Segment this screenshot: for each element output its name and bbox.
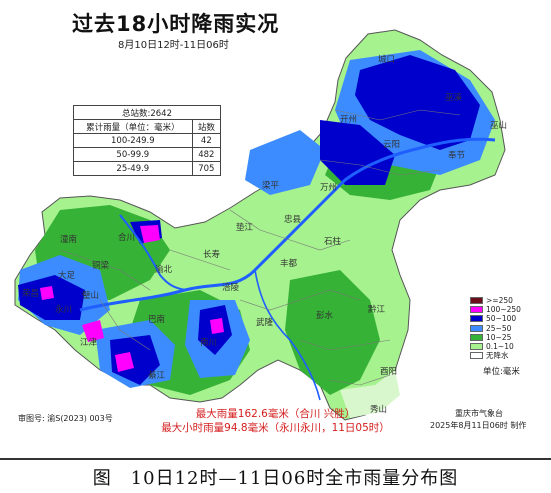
map-title: 过去18小时降雨实况 — [72, 12, 280, 36]
station-stats-table: 总站数:2642 累计雨量（单位：毫米） 站数 100-249.9 42 50-… — [73, 105, 222, 176]
legend-item: 25~50 — [470, 324, 521, 333]
place-label: 璧山 — [82, 290, 99, 301]
legend-item: 100~250 — [470, 305, 521, 314]
legend-item: 50~100 — [470, 314, 521, 323]
total-stations: 总站数:2642 — [73, 105, 221, 120]
rain-10-25 — [285, 270, 380, 395]
rain-25-50 — [245, 130, 325, 195]
table-row: 50-99.9 482 — [73, 147, 222, 162]
legend-label: 10~25 — [486, 332, 512, 342]
place-label: 铜梁 — [92, 260, 110, 271]
legend-item: 0.1~10 — [470, 342, 521, 351]
place-label: 石柱 — [324, 236, 342, 247]
count-cell: 482 — [191, 147, 222, 162]
table-row: 25-49.9 705 — [73, 161, 222, 176]
rainfall-map: 城口 巫溪 开州 云阳 奉节 巫山 万州 梁平 垫江 忠县 石柱 长寿 丰都 涪… — [14, 29, 507, 421]
place-label: 彭水 — [316, 310, 334, 321]
legend-unit: 单位:毫米 — [483, 367, 520, 377]
place-label: 忠县 — [284, 215, 302, 225]
place-label: 丰都 — [280, 258, 298, 269]
district-boundaries — [59, 109, 461, 386]
issuer: 重庆市气象台 — [455, 409, 503, 418]
place-label: 南川 — [200, 337, 217, 348]
wujiang-river — [254, 269, 321, 401]
range-cell: 50-99.9 — [73, 147, 193, 162]
legend-swatch — [470, 352, 483, 360]
legend-label: 无降水 — [486, 351, 509, 361]
legend-label: 25~50 — [486, 323, 512, 333]
place-label: 渝北 — [155, 264, 173, 275]
legend-label: >=250 — [486, 296, 513, 306]
max-hourly-rainfall: 最大小时雨量94.8毫米（永川永川，11日05时） — [161, 422, 390, 434]
map-subtitle: 8月10日12时-11日06时 — [118, 40, 229, 51]
legend-item: >=250 — [470, 296, 521, 305]
legend-swatch — [470, 297, 483, 305]
rain-100-250 — [210, 318, 224, 334]
table-row: 100-249.9 42 — [73, 133, 222, 148]
place-label: 大足 — [58, 270, 76, 281]
legend-swatch — [470, 324, 483, 332]
range-cell: 100-249.9 — [73, 133, 193, 148]
place-label: 荣昌 — [22, 288, 39, 299]
rain-100-250 — [115, 352, 134, 372]
place-label: 垫江 — [236, 222, 254, 233]
legend-swatch — [470, 343, 483, 351]
place-label: 酉阳 — [380, 367, 397, 377]
place-label: 奉节 — [448, 150, 466, 161]
place-label: 长寿 — [203, 249, 221, 260]
figure-caption: 图 10日12时—11日06时全市雨量分布图 — [92, 468, 459, 489]
place-label: 开州 — [340, 115, 357, 125]
legend-swatch — [470, 315, 483, 323]
legend-label: 0.1~10 — [486, 342, 514, 352]
table-header: 站数 — [191, 119, 222, 134]
rainfall-legend: >=250 100~250 50~100 25~50 10~25 0.1~10 … — [470, 296, 521, 360]
legend-swatch — [470, 333, 483, 341]
rain-light — [340, 370, 400, 418]
place-label: 江津 — [80, 337, 98, 348]
rain-50-100 — [320, 120, 395, 185]
place-label: 武隆 — [256, 317, 274, 328]
rain-100-250 — [40, 286, 54, 300]
max-rainfall: 最大雨量162.6毫米（合川 兴胜） — [195, 408, 356, 420]
rain-50-100 — [110, 335, 160, 385]
place-label: 巴南 — [148, 314, 165, 325]
issue-time: 2025年8月11日06时 制作 — [430, 421, 527, 430]
place-label: 潼南 — [60, 234, 77, 245]
approval-number: 审图号: 渝S(2023) 003号 — [18, 414, 113, 423]
legend-label: 100~250 — [486, 305, 521, 315]
place-label: 云阳 — [383, 140, 400, 150]
place-label: 永川 — [55, 304, 72, 315]
legend-swatch — [470, 306, 483, 314]
legend-item: 无降水 — [470, 351, 521, 360]
jialing-river — [119, 214, 186, 291]
place-label: 綦江 — [148, 370, 166, 381]
count-cell: 42 — [191, 133, 222, 148]
rain-50-100 — [355, 55, 480, 150]
count-cell: 705 — [191, 161, 222, 176]
range-cell: 25-49.9 — [73, 161, 193, 176]
rain-100-250 — [82, 320, 104, 342]
legend-item: 10~25 — [470, 333, 521, 342]
yangtze-river — [79, 137, 496, 312]
table-header: 累计雨量（单位：毫米） — [73, 119, 193, 134]
map-frame — [0, 458, 551, 460]
place-label: 巫溪 — [445, 92, 463, 103]
place-label: 合川 — [118, 232, 135, 243]
legend-label: 50~100 — [486, 314, 517, 324]
place-label: 万州 — [320, 183, 337, 193]
place-label: 巫山 — [490, 120, 507, 131]
rain-100-250 — [140, 225, 160, 243]
place-label: 城口 — [378, 55, 395, 65]
place-label: 梁平 — [262, 181, 280, 191]
place-label: 黔江 — [368, 304, 386, 315]
place-label: 涪陵 — [222, 282, 240, 293]
place-label: 秀山 — [370, 404, 387, 415]
